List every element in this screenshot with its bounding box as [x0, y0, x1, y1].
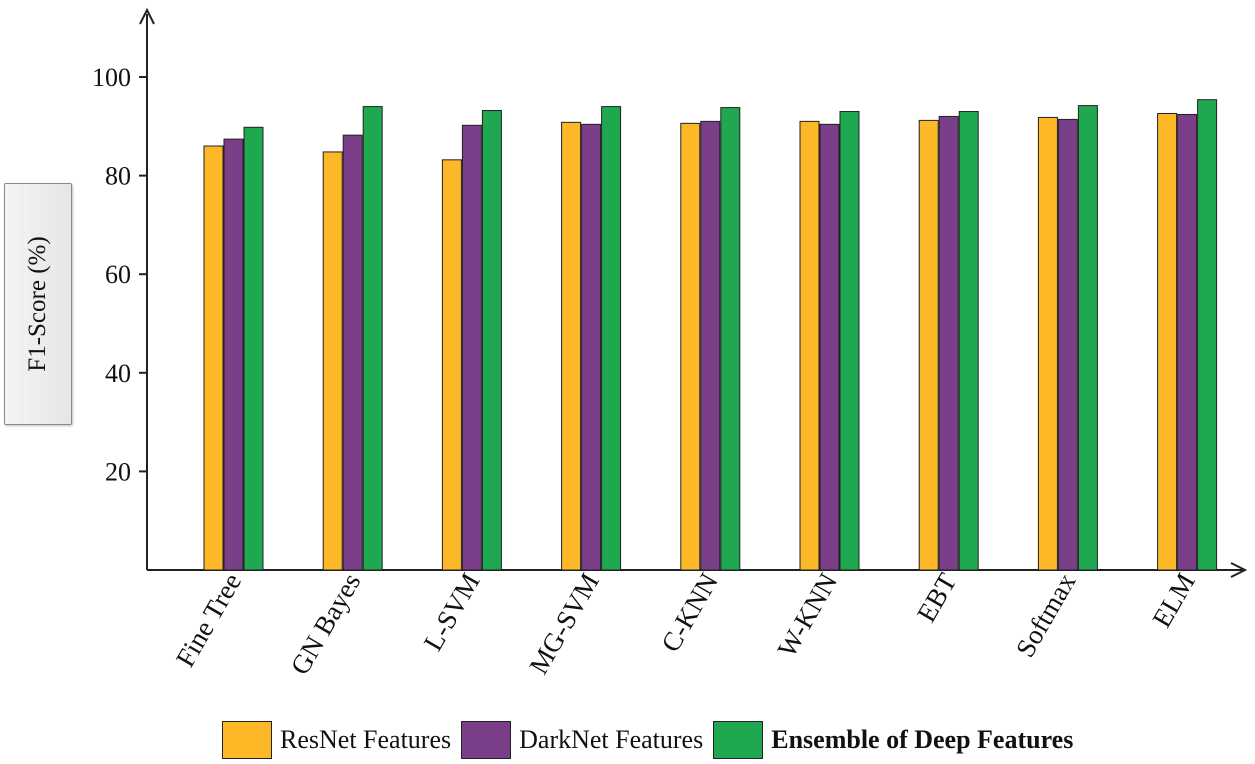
legend-label-resnet: ResNet Features: [280, 725, 452, 754]
bar-darknet-features-elm: [1177, 113, 1198, 571]
legend-item-resnet: ResNet Features: [222, 721, 451, 759]
bar-darknet-features-softmax: [1057, 118, 1078, 571]
bar-darknet-features-c-knn: [700, 120, 721, 571]
legend-label-darknet: DarkNet Features: [519, 725, 704, 754]
legend-swatch-darknet: [461, 721, 512, 759]
y-tick-label: 20: [105, 457, 131, 486]
x-tick-label: GN Bayes: [285, 568, 367, 680]
bar-ensemble-of-deep-features-ebt: [958, 111, 979, 571]
bar-darknet-features-fine-tree: [223, 138, 244, 571]
bar-ensemble-of-deep-features-softmax: [1077, 105, 1098, 571]
legend-item-darknet: DarkNet Features: [461, 721, 703, 759]
bar-ensemble-of-deep-features-l-svm: [481, 110, 502, 571]
x-tick-label: ELM: [1146, 568, 1200, 632]
bar-resnet-features-fine-tree: [203, 145, 224, 571]
bar-resnet-features-softmax: [1037, 116, 1058, 571]
y-axis-arrow: [139, 7, 155, 25]
x-tick-label: Softmax: [1010, 568, 1082, 663]
x-tick-labels: Fine Tree GN Bayes L-SVM MG-SVM C-KNN W-KNN EB…: [170, 568, 1201, 680]
bar-resnet-features-elm: [1157, 112, 1178, 571]
legend: ResNet Features DarkNet Features Ensembl…: [222, 719, 1083, 761]
y-tick-label: 80: [105, 162, 131, 191]
bar-ensemble-of-deep-features-gn-bayes: [362, 106, 383, 571]
y-axis-label-box: F1-Score (%): [4, 183, 72, 425]
x-axis-arrow: [1230, 562, 1248, 578]
y-tick-label: 100: [92, 63, 131, 92]
legend-item-ensemble: Ensemble of Deep Features: [713, 721, 1073, 759]
x-tick-label: L-SVM: [418, 568, 486, 656]
bar-darknet-features-w-knn: [819, 123, 840, 571]
x-tick-label: C-KNN: [655, 568, 724, 657]
bar-ensemble-of-deep-features-fine-tree: [243, 126, 264, 571]
bar-darknet-features-mg-svm: [581, 123, 602, 571]
bar-ensemble-of-deep-features-w-knn: [839, 111, 860, 571]
bar-ensemble-of-deep-features-c-knn: [720, 107, 741, 571]
bar-resnet-features-mg-svm: [561, 121, 582, 571]
bars: [203, 99, 1218, 571]
legend-swatch-ensemble: [713, 721, 764, 759]
y-tick-label: 40: [105, 359, 131, 388]
y-tick-label: 60: [105, 260, 131, 289]
x-tick-label: W-KNN: [771, 568, 843, 662]
bar-darknet-features-ebt: [938, 115, 959, 571]
bar-resnet-features-gn-bayes: [322, 151, 343, 571]
x-tick-label: Fine Tree: [170, 568, 247, 672]
bar-resnet-features-ebt: [918, 119, 939, 571]
bar-resnet-features-c-knn: [680, 122, 701, 571]
bar-resnet-features-l-svm: [441, 159, 462, 571]
bar-darknet-features-l-svm: [461, 124, 482, 571]
bar-ensemble-of-deep-features-mg-svm: [601, 106, 622, 571]
x-tick-label: MG-SVM: [523, 568, 604, 679]
legend-swatch-resnet: [222, 721, 272, 759]
y-axis-label: F1-Score (%): [24, 236, 51, 372]
y-tick-labels: 20 40 60 80 100: [92, 63, 131, 486]
legend-label-ensemble: Ensemble of Deep Features: [771, 725, 1074, 754]
bar-ensemble-of-deep-features-elm: [1197, 99, 1218, 571]
x-tick-label: EBT: [911, 568, 963, 628]
bar-resnet-features-w-knn: [799, 120, 820, 571]
bar-darknet-features-gn-bayes: [342, 134, 363, 571]
